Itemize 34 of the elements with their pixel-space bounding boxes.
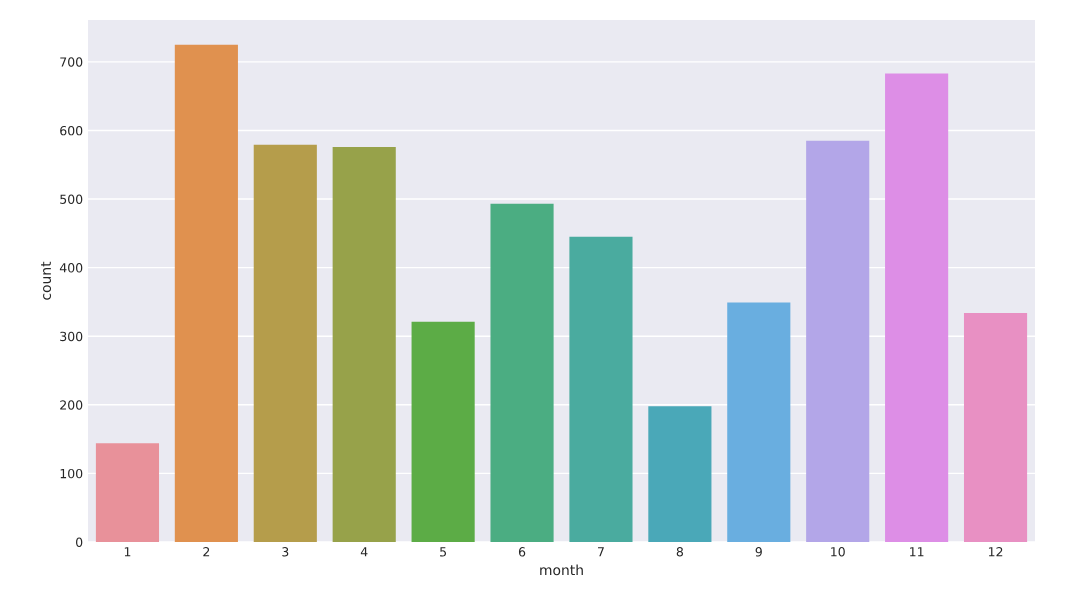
x-tick-label: 4 bbox=[360, 547, 368, 557]
y-tick-label: 300 bbox=[60, 331, 83, 342]
y-tick-label: 0 bbox=[76, 537, 83, 547]
bar bbox=[648, 406, 712, 542]
x-tick-label: 2 bbox=[203, 547, 210, 557]
y-tick-label: 700 bbox=[60, 57, 83, 67]
x-tick-label: 7 bbox=[598, 547, 604, 557]
x-tick-label: 1 bbox=[124, 547, 131, 557]
x-tick-label: 3 bbox=[282, 547, 289, 557]
x-axis-title: month bbox=[540, 564, 583, 576]
bar bbox=[253, 144, 317, 542]
x-tick-label: 11 bbox=[910, 547, 924, 557]
y-tick-label: 100 bbox=[60, 468, 83, 479]
y-tick-label: 400 bbox=[59, 263, 83, 273]
bar bbox=[411, 321, 475, 542]
bar bbox=[885, 73, 949, 542]
x-tick-label: 5 bbox=[440, 547, 447, 557]
x-tick-label: 10 bbox=[831, 547, 845, 557]
y-axis-title: count bbox=[41, 261, 52, 300]
bar bbox=[95, 443, 160, 542]
y-tick-label: 500 bbox=[60, 194, 83, 204]
bar bbox=[569, 236, 633, 542]
bar bbox=[806, 140, 870, 542]
bar bbox=[490, 203, 554, 542]
x-tick-label: 12 bbox=[988, 547, 1003, 557]
y-tick-label: 200 bbox=[60, 400, 83, 410]
x-tick-label: 9 bbox=[755, 547, 762, 557]
bar bbox=[332, 146, 396, 542]
x-tick-label: 8 bbox=[676, 547, 683, 557]
x-tick-label: 6 bbox=[518, 547, 526, 557]
bar bbox=[727, 302, 791, 542]
bar bbox=[963, 312, 1028, 542]
y-tick-label: 600 bbox=[60, 125, 83, 136]
bar bbox=[174, 44, 238, 542]
